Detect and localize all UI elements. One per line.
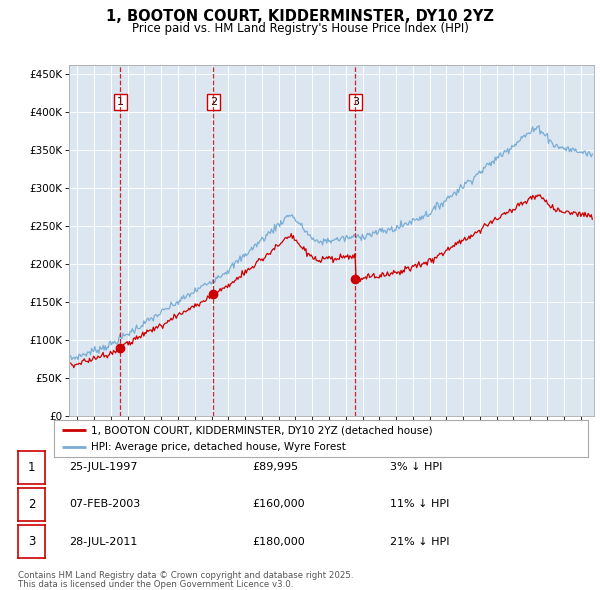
Text: 07-FEB-2003: 07-FEB-2003 bbox=[69, 500, 140, 509]
Text: This data is licensed under the Open Government Licence v3.0.: This data is licensed under the Open Gov… bbox=[18, 580, 293, 589]
Text: 3: 3 bbox=[352, 97, 359, 107]
Text: £89,995: £89,995 bbox=[252, 463, 298, 472]
Text: 28-JUL-2011: 28-JUL-2011 bbox=[69, 537, 137, 546]
Text: 11% ↓ HPI: 11% ↓ HPI bbox=[390, 500, 449, 509]
Text: 2: 2 bbox=[28, 498, 35, 511]
Text: 3: 3 bbox=[28, 535, 35, 548]
Text: £180,000: £180,000 bbox=[252, 537, 305, 546]
Text: 1, BOOTON COURT, KIDDERMINSTER, DY10 2YZ: 1, BOOTON COURT, KIDDERMINSTER, DY10 2YZ bbox=[106, 9, 494, 24]
Text: Price paid vs. HM Land Registry's House Price Index (HPI): Price paid vs. HM Land Registry's House … bbox=[131, 22, 469, 35]
Text: 1: 1 bbox=[117, 97, 124, 107]
Text: 1, BOOTON COURT, KIDDERMINSTER, DY10 2YZ (detached house): 1, BOOTON COURT, KIDDERMINSTER, DY10 2YZ… bbox=[91, 425, 433, 435]
Text: Contains HM Land Registry data © Crown copyright and database right 2025.: Contains HM Land Registry data © Crown c… bbox=[18, 571, 353, 579]
Text: 21% ↓ HPI: 21% ↓ HPI bbox=[390, 537, 449, 546]
Text: 2: 2 bbox=[209, 97, 217, 107]
Text: £160,000: £160,000 bbox=[252, 500, 305, 509]
Text: 25-JUL-1997: 25-JUL-1997 bbox=[69, 463, 137, 472]
Text: HPI: Average price, detached house, Wyre Forest: HPI: Average price, detached house, Wyre… bbox=[91, 442, 346, 452]
Text: 3% ↓ HPI: 3% ↓ HPI bbox=[390, 463, 442, 472]
Text: 1: 1 bbox=[28, 461, 35, 474]
